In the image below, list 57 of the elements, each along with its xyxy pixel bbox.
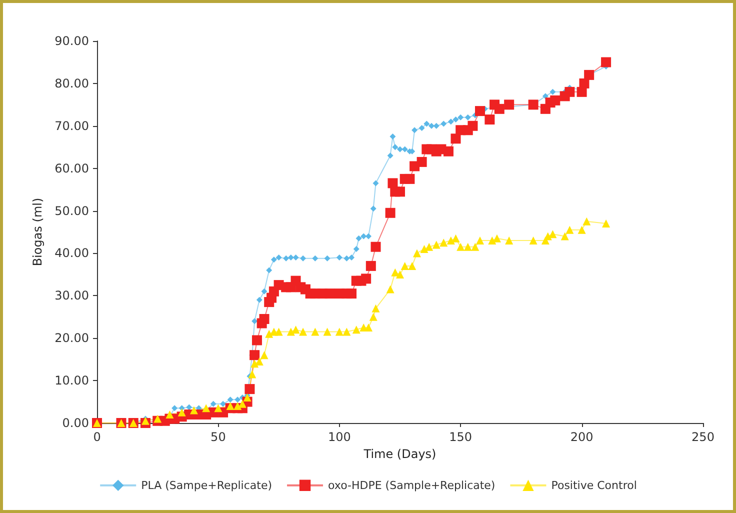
point — [336, 254, 342, 260]
point — [227, 396, 234, 403]
y-tick-label: 30.00 — [54, 288, 89, 303]
y-axis-title: Biogas (ml) — [30, 198, 45, 266]
x-tick-label: 150 — [449, 430, 472, 444]
point — [397, 146, 403, 152]
legend-label: Positive Control — [551, 478, 637, 492]
point — [300, 255, 306, 262]
y-tick-label: 10.00 — [54, 374, 89, 388]
point — [288, 254, 294, 260]
y-tick-label: 40.00 — [54, 246, 89, 260]
point — [542, 93, 548, 100]
point — [266, 267, 272, 274]
point — [418, 125, 425, 132]
x-tick-label: 0 — [93, 430, 101, 444]
point — [412, 127, 418, 134]
point — [270, 256, 277, 263]
point — [372, 180, 379, 186]
point — [312, 255, 318, 262]
x-tick-label: 250 — [692, 430, 714, 444]
point — [448, 118, 454, 125]
x-axis-title: Time (Days) — [362, 446, 436, 461]
point — [172, 405, 178, 412]
y-tick-label: 20.00 — [54, 331, 89, 346]
y-tick-label: 90.00 — [54, 34, 89, 48]
point — [276, 254, 282, 260]
point — [261, 288, 268, 294]
point — [458, 114, 464, 120]
point — [348, 254, 355, 260]
point — [424, 120, 430, 127]
point — [550, 88, 556, 95]
point — [356, 235, 362, 242]
x-tick-label: 100 — [328, 430, 351, 444]
point — [344, 255, 350, 262]
point — [370, 206, 376, 212]
point — [324, 255, 330, 262]
point — [452, 116, 459, 123]
point — [440, 120, 447, 127]
point — [387, 152, 394, 159]
point — [390, 134, 396, 140]
point — [256, 296, 262, 303]
y-tick-label: 60.00 — [54, 161, 89, 176]
point — [292, 254, 299, 260]
point — [283, 255, 290, 262]
y-tick-label: 70.00 — [54, 118, 89, 133]
x-tick-label: 200 — [570, 430, 594, 444]
y-tick-label: 50.00 — [54, 204, 89, 218]
point — [234, 396, 241, 403]
x-tick-label: 50 — [210, 430, 226, 444]
point — [392, 144, 398, 150]
y-tick-label: 80.00 — [54, 76, 89, 90]
legend-label: oxo-HDPE (Sample+Replicate) — [328, 478, 496, 492]
point — [464, 114, 471, 120]
y-tick-label: 0.00 — [62, 416, 89, 430]
point — [353, 246, 360, 252]
legend-label: PLA (Sampe+Replicate) — [141, 478, 272, 492]
point — [210, 400, 216, 407]
